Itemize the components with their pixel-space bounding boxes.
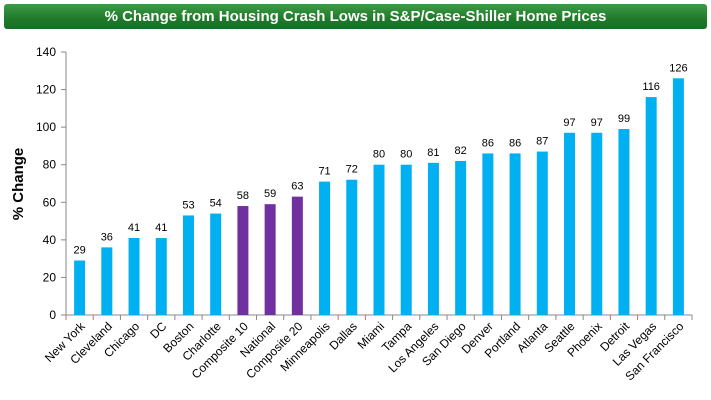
bar — [373, 164, 385, 315]
data-label: 58 — [237, 190, 249, 202]
data-label: 97 — [591, 117, 603, 129]
bar — [564, 132, 576, 315]
y-tick-label: 80 — [43, 158, 57, 172]
data-label: 71 — [318, 166, 330, 178]
data-label: 126 — [669, 62, 687, 74]
data-label: 59 — [264, 188, 276, 200]
y-tick-label: 60 — [43, 195, 57, 209]
bar — [591, 132, 603, 315]
y-tick-label: 40 — [43, 233, 57, 247]
bar — [346, 179, 358, 315]
y-tick-label: 120 — [36, 83, 56, 97]
bar — [319, 181, 331, 315]
bar — [672, 78, 684, 315]
bar — [536, 151, 548, 315]
bar — [509, 153, 521, 315]
bar — [400, 164, 412, 315]
data-label: 63 — [291, 181, 303, 193]
bar — [645, 97, 657, 315]
data-label: 81 — [427, 147, 439, 159]
bar — [182, 215, 194, 315]
bar — [291, 196, 303, 315]
bar — [482, 153, 494, 315]
data-label: 80 — [400, 149, 412, 161]
x-tick-label: DC — [147, 319, 169, 341]
bar — [128, 237, 140, 315]
y-tick-label: 100 — [36, 120, 56, 134]
bar — [210, 213, 222, 315]
data-label: 53 — [182, 199, 194, 211]
data-label: 86 — [509, 137, 521, 149]
data-label: 87 — [536, 136, 548, 148]
data-label: 72 — [346, 164, 358, 176]
bar — [237, 206, 249, 315]
bar — [101, 247, 113, 315]
data-label: 54 — [210, 198, 222, 210]
bar — [264, 204, 276, 315]
data-label: 29 — [73, 245, 85, 257]
y-tick-label: 140 — [36, 45, 56, 59]
bar — [155, 237, 167, 315]
bar — [618, 129, 630, 315]
data-label: 80 — [373, 149, 385, 161]
data-label: 41 — [128, 222, 140, 234]
data-label: 116 — [642, 81, 660, 93]
data-label: 36 — [101, 231, 113, 243]
bar — [455, 160, 467, 315]
data-label: 82 — [455, 145, 467, 157]
data-label: 86 — [482, 137, 494, 149]
y-axis-label: % Change — [10, 148, 27, 221]
y-tick-label: 0 — [49, 308, 56, 322]
data-label: 41 — [155, 222, 167, 234]
data-label: 99 — [618, 113, 630, 125]
bar — [427, 162, 439, 315]
chart-title: % Change from Housing Crash Lows in S&P/… — [4, 4, 707, 29]
data-label: 97 — [563, 117, 575, 129]
y-tick-label: 20 — [43, 270, 57, 284]
x-tick-label: Dallas — [326, 319, 359, 352]
bars — [74, 78, 684, 315]
bar — [74, 260, 86, 315]
